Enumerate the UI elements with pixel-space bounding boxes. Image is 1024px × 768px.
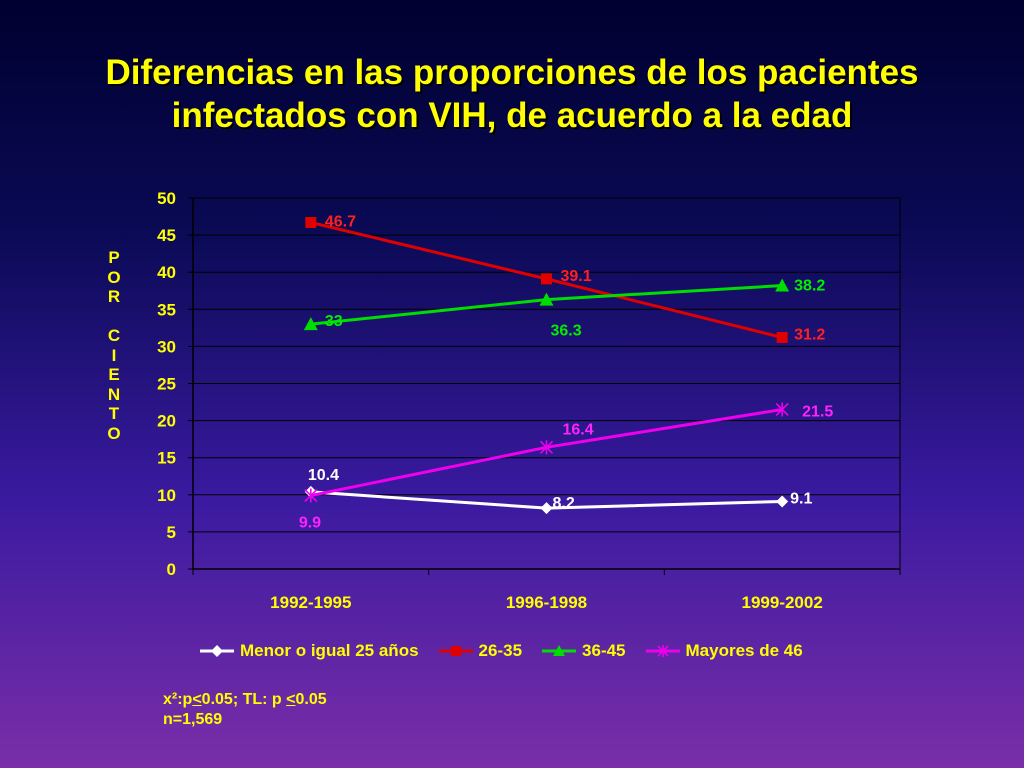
data-label: 36.3 bbox=[551, 323, 582, 340]
y-axis-label-letter: C bbox=[107, 326, 121, 345]
data-label: 16.4 bbox=[563, 421, 594, 438]
legend-swatch-triangle-icon bbox=[542, 645, 577, 656]
data-label: 31.2 bbox=[794, 326, 825, 343]
y-tick-label: 45 bbox=[157, 226, 176, 245]
legend-label: Menor o igual 25 años bbox=[240, 641, 419, 660]
legend-item: Mayores de 46 bbox=[645, 641, 803, 661]
legend: Menor o igual 25 años 26-35 36-45 Mayore… bbox=[200, 640, 803, 662]
legend-swatch-star-icon bbox=[645, 645, 680, 657]
data-label: 10.4 bbox=[308, 467, 339, 484]
data-point-square bbox=[305, 216, 317, 228]
data-point-star bbox=[775, 402, 789, 417]
data-label: 8.2 bbox=[553, 495, 575, 512]
y-axis-label-letter: E bbox=[108, 365, 120, 384]
data-point-star bbox=[304, 488, 318, 503]
data-label: 33 bbox=[325, 313, 343, 330]
legend-swatch-diamond-icon bbox=[200, 645, 234, 657]
legend-item: Menor o igual 25 años bbox=[200, 641, 419, 661]
chart-title-line-1: Diferencias en las proporciones de los p… bbox=[105, 53, 919, 92]
x-tick-label: 1996-1998 bbox=[506, 593, 587, 612]
data-label: 9.1 bbox=[790, 490, 812, 507]
legend-item: 26-35 bbox=[438, 641, 523, 661]
footnote-sample-size: n=1,569 bbox=[163, 711, 223, 728]
data-label: 46.7 bbox=[325, 213, 356, 230]
y-axis-label-letter: O bbox=[107, 267, 121, 287]
y-axis-label-letter: P bbox=[108, 248, 120, 267]
y-tick-label: 40 bbox=[157, 263, 176, 282]
legend-label: 26-35 bbox=[478, 641, 523, 660]
data-point-diamond bbox=[776, 495, 789, 508]
footnote-text: x²:p bbox=[163, 691, 193, 708]
y-axis-label-letter: I bbox=[111, 345, 117, 365]
y-tick-label: 35 bbox=[157, 300, 176, 319]
data-point-square bbox=[541, 273, 552, 285]
footnote-text: 0.05 bbox=[295, 691, 327, 708]
y-tick-label: 30 bbox=[157, 337, 176, 356]
y-axis-label-letter: N bbox=[107, 384, 121, 404]
footnote: x²:p<0.05; TL: p <0.05 n=1,569 bbox=[163, 690, 327, 730]
data-point-triangle bbox=[775, 278, 790, 292]
data-label: 39.1 bbox=[561, 268, 592, 285]
footnote-stats: x²:p<0.05; TL: p <0.05 bbox=[163, 690, 327, 710]
data-label: 38.2 bbox=[794, 278, 825, 295]
legend-swatch-square-icon bbox=[438, 646, 473, 656]
y-tick-label: 50 bbox=[157, 189, 176, 208]
chart-title: Diferencias en las proporciones de los p… bbox=[40, 52, 984, 137]
y-axis-label-letter: R bbox=[107, 287, 121, 306]
footnote-text: 0.05; TL: p bbox=[201, 691, 287, 708]
x-tick-label: 1999-2002 bbox=[742, 593, 823, 612]
data-point-square bbox=[776, 331, 788, 343]
footnote-lte-symbol: < bbox=[286, 691, 296, 708]
data-point-triangle bbox=[303, 317, 318, 331]
y-tick-label: 15 bbox=[157, 449, 176, 468]
data-point-star bbox=[539, 440, 554, 455]
data-label: 9.9 bbox=[299, 515, 321, 532]
x-tick-label: 1992-1995 bbox=[270, 593, 351, 612]
y-tick-label: 5 bbox=[167, 523, 176, 542]
data-point-triangle bbox=[539, 292, 554, 306]
footnote-lte-symbol: < bbox=[192, 691, 202, 708]
y-axis-label-letter: O bbox=[107, 423, 121, 443]
chart-title-line-2: infectados con VIH, de acuerdo a la edad bbox=[171, 95, 853, 135]
legend-item: 36-45 bbox=[542, 641, 626, 661]
y-tick-label: 25 bbox=[157, 375, 176, 394]
legend-label: 36-45 bbox=[582, 641, 626, 660]
y-tick-label: 0 bbox=[167, 560, 176, 579]
y-axis-label-letter: T bbox=[108, 404, 120, 423]
y-tick-label: 20 bbox=[157, 412, 176, 431]
legend-label: Mayores de 46 bbox=[685, 641, 803, 660]
y-axis-label: P O R C I E N T O bbox=[104, 248, 124, 443]
y-tick-label: 10 bbox=[157, 486, 176, 505]
data-label: 21.5 bbox=[802, 403, 833, 420]
data-point-diamond bbox=[540, 502, 553, 515]
